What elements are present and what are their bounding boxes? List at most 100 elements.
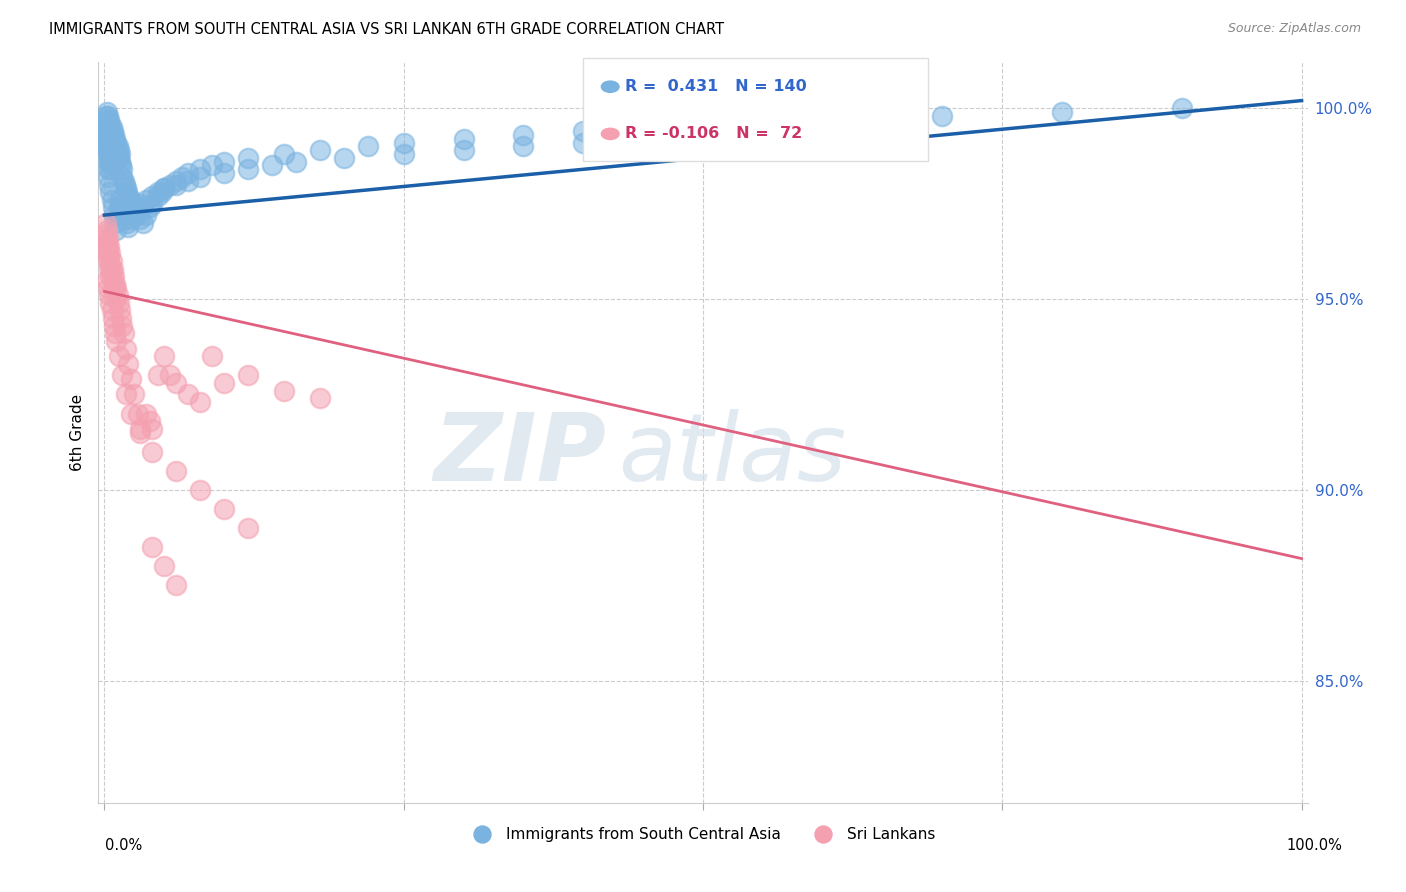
Point <box>115 387 138 401</box>
Point <box>103 151 125 165</box>
Point <box>101 132 124 146</box>
Point <box>96 273 118 287</box>
Point <box>124 201 146 215</box>
Point <box>188 483 211 497</box>
Point <box>100 151 122 165</box>
Point <box>273 147 295 161</box>
Point <box>97 162 120 177</box>
Point <box>94 109 117 123</box>
Point <box>273 384 295 398</box>
Point <box>135 407 157 421</box>
Point <box>112 326 135 341</box>
Point <box>97 109 120 123</box>
Point <box>100 296 122 310</box>
Point <box>110 311 132 326</box>
Point <box>111 318 134 333</box>
Point <box>212 502 235 516</box>
Point <box>107 143 129 157</box>
Point <box>125 204 148 219</box>
Point <box>108 154 131 169</box>
Y-axis label: 6th Grade: 6th Grade <box>70 394 86 471</box>
Point <box>135 208 157 222</box>
Point <box>260 159 283 173</box>
Point <box>111 201 134 215</box>
Point <box>333 151 356 165</box>
Point <box>127 208 149 222</box>
Point <box>98 261 121 276</box>
Point <box>101 147 124 161</box>
Point <box>692 132 714 146</box>
Point <box>117 357 139 371</box>
Point <box>94 227 117 242</box>
Point <box>165 578 187 592</box>
Point <box>101 201 124 215</box>
Point <box>141 540 163 554</box>
Point <box>97 253 120 268</box>
Point <box>112 174 135 188</box>
Point <box>107 151 129 165</box>
Point <box>148 189 170 203</box>
Point <box>96 143 118 157</box>
Point <box>127 201 149 215</box>
Point <box>107 147 129 161</box>
Point <box>100 139 122 153</box>
Point <box>100 253 122 268</box>
Point <box>100 120 122 135</box>
Point <box>124 387 146 401</box>
Point <box>153 349 176 363</box>
Point <box>97 243 120 257</box>
Point <box>117 219 139 234</box>
Point <box>107 296 129 310</box>
Point <box>121 196 143 211</box>
Point <box>139 201 162 215</box>
Point <box>97 116 120 130</box>
Point <box>153 181 176 195</box>
Point <box>96 105 118 120</box>
Point <box>236 151 259 165</box>
Point <box>120 372 142 386</box>
Point <box>108 147 131 161</box>
Point <box>96 128 118 142</box>
Point <box>100 143 122 157</box>
Text: 100.0%: 100.0% <box>1286 838 1343 853</box>
Point <box>115 181 138 195</box>
Point <box>103 136 125 150</box>
Point <box>108 303 131 318</box>
Point <box>96 235 118 249</box>
Point <box>122 208 145 222</box>
Point <box>103 318 125 333</box>
Point <box>103 128 125 142</box>
Legend: Immigrants from South Central Asia, Sri Lankans: Immigrants from South Central Asia, Sri … <box>465 822 941 848</box>
Point <box>107 201 129 215</box>
Point <box>100 265 122 279</box>
Point <box>165 376 187 390</box>
Point <box>104 139 127 153</box>
Point <box>101 261 124 276</box>
Point <box>165 174 187 188</box>
Point <box>100 185 122 199</box>
Point <box>141 422 163 436</box>
Point <box>159 368 181 383</box>
Point <box>111 162 134 177</box>
Point <box>103 208 125 222</box>
Point <box>97 124 120 138</box>
Point <box>100 136 122 150</box>
Point <box>101 124 124 138</box>
Point <box>165 178 187 192</box>
Point <box>132 216 155 230</box>
Point <box>97 169 120 184</box>
Point <box>172 169 194 184</box>
Point <box>177 387 200 401</box>
Point <box>212 376 235 390</box>
Point <box>96 112 118 127</box>
Point <box>100 154 122 169</box>
Text: 0.0%: 0.0% <box>105 838 142 853</box>
Point <box>309 391 332 405</box>
Point <box>96 223 118 237</box>
Point <box>1171 101 1194 115</box>
Point <box>188 395 211 409</box>
Point <box>115 211 138 226</box>
Point <box>120 211 142 226</box>
Point <box>1050 105 1073 120</box>
Point <box>512 139 534 153</box>
